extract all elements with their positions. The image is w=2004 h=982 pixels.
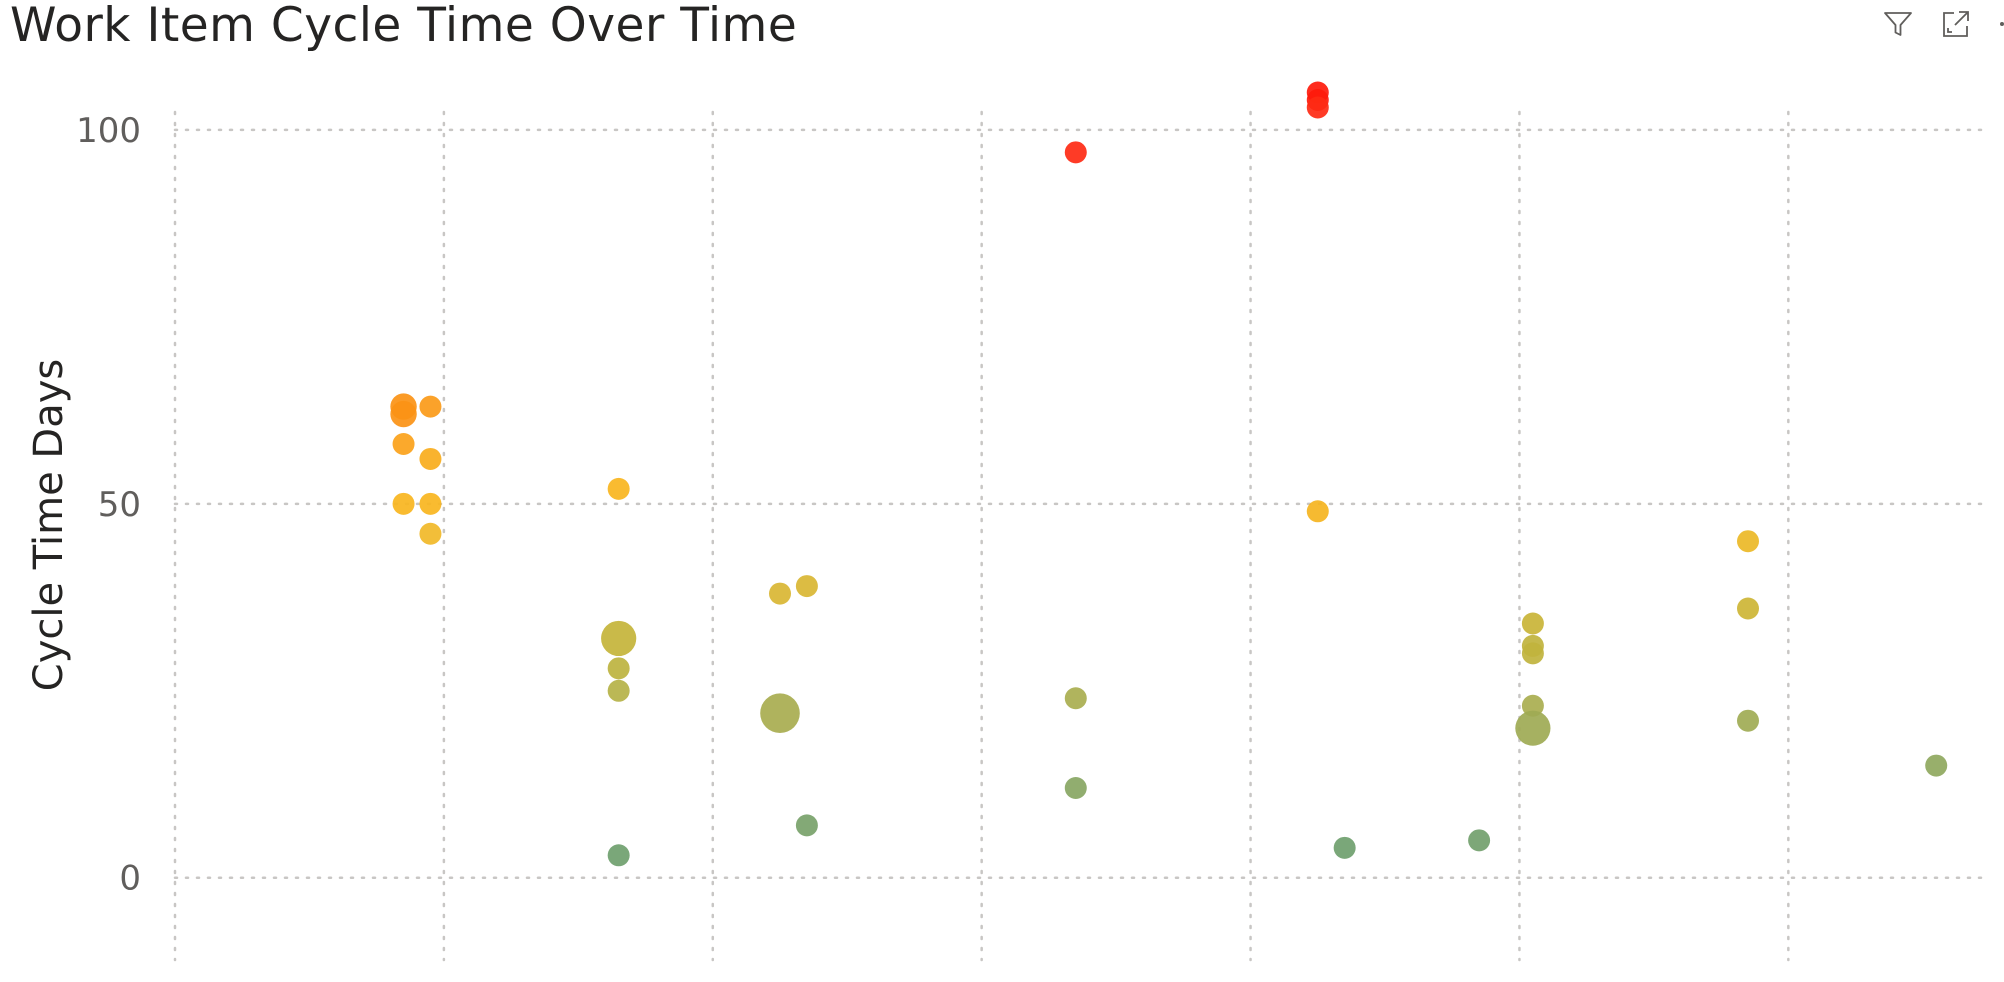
data-point[interactable] bbox=[1737, 597, 1759, 620]
data-point[interactable] bbox=[1306, 96, 1329, 119]
data-point[interactable] bbox=[607, 657, 630, 680]
data-point[interactable] bbox=[795, 814, 818, 837]
visual-header-icons bbox=[1880, 4, 2004, 44]
data-point[interactable] bbox=[760, 693, 800, 734]
data-point[interactable] bbox=[795, 575, 818, 598]
data-point[interactable] bbox=[392, 492, 415, 515]
more-options-icon-glyph bbox=[2000, 22, 2004, 26]
focus-mode-icon-glyph bbox=[1943, 11, 1969, 37]
data-point[interactable] bbox=[1737, 709, 1759, 732]
data-point[interactable] bbox=[769, 582, 791, 605]
y-tick-label: 100 bbox=[76, 111, 141, 151]
data-point[interactable] bbox=[601, 620, 637, 657]
y-axis-title: Cycle Time Days bbox=[26, 359, 72, 691]
data-point[interactable] bbox=[607, 679, 630, 702]
data-point[interactable] bbox=[392, 433, 415, 455]
data-points bbox=[390, 81, 1948, 867]
filter-icon[interactable] bbox=[1880, 6, 1916, 42]
data-point[interactable] bbox=[419, 492, 442, 515]
data-point[interactable] bbox=[1521, 642, 1544, 665]
data-point[interactable] bbox=[1306, 500, 1329, 523]
data-point[interactable] bbox=[390, 400, 417, 428]
data-point[interactable] bbox=[1064, 777, 1087, 799]
y-tick-label: 0 bbox=[119, 859, 141, 899]
data-point[interactable] bbox=[607, 844, 630, 867]
y-tick-label: 50 bbox=[98, 485, 141, 525]
data-point[interactable] bbox=[419, 522, 442, 545]
filter-icon-glyph bbox=[1884, 12, 1912, 36]
data-point[interactable] bbox=[1515, 710, 1551, 746]
data-point[interactable] bbox=[1064, 687, 1087, 710]
chart-title: Work Item Cycle Time Over Time bbox=[10, 0, 798, 53]
data-point[interactable] bbox=[1333, 836, 1356, 859]
data-point[interactable] bbox=[1521, 694, 1544, 717]
y-axis-tick-labels: 0 50 100 bbox=[76, 111, 141, 899]
more-options-icon[interactable] bbox=[1996, 6, 2004, 42]
grid-lines bbox=[173, 110, 1992, 962]
data-point[interactable] bbox=[1064, 141, 1087, 164]
data-point[interactable] bbox=[419, 395, 442, 418]
data-point[interactable] bbox=[1737, 530, 1759, 553]
data-point[interactable] bbox=[607, 477, 630, 500]
data-point[interactable] bbox=[1521, 612, 1544, 635]
focus-mode-icon[interactable] bbox=[1938, 6, 1974, 42]
data-point[interactable] bbox=[1468, 829, 1491, 852]
visual-header: Work Item Cycle Time Over Time bbox=[0, 0, 2004, 70]
data-point[interactable] bbox=[419, 447, 442, 470]
data-point[interactable] bbox=[1925, 754, 1948, 777]
